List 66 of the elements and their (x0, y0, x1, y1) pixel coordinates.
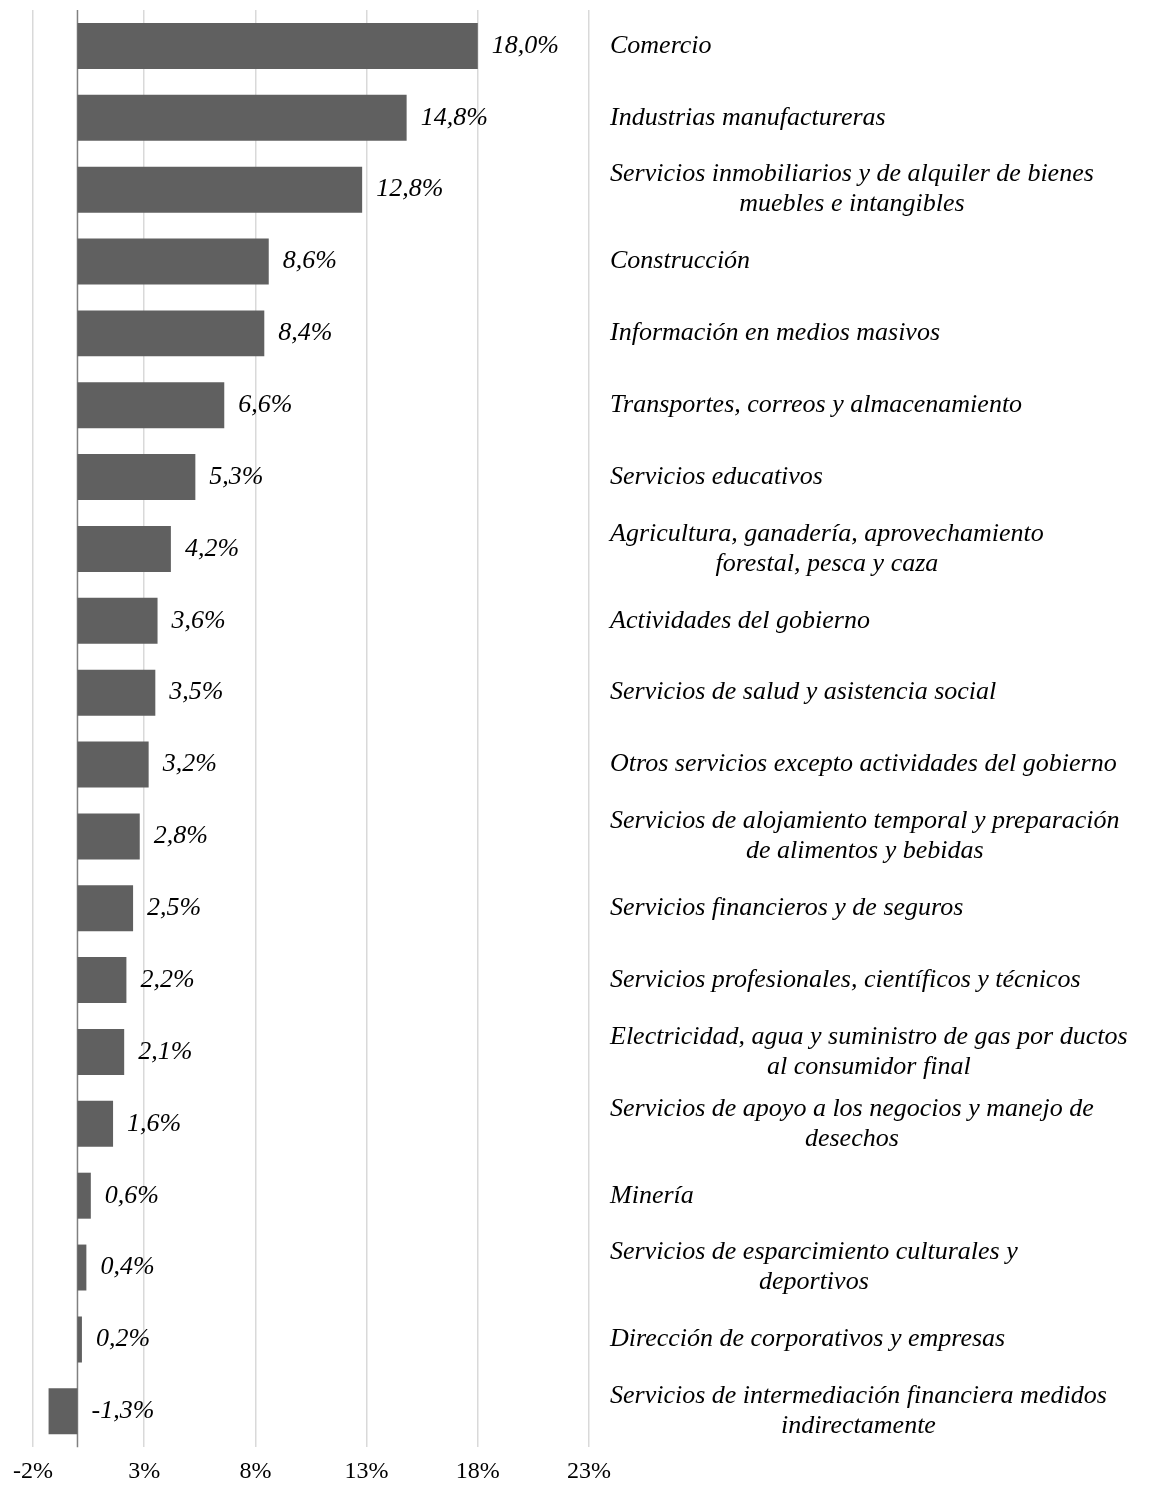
data-label: 2,2% (140, 963, 195, 993)
y-tick-label: Construcción (610, 245, 751, 275)
y-tick-label: Actividades del gobierno (608, 604, 870, 634)
y-tick-label: Agricultura, ganadería, aprovechamiento forestal, pesca y caza (608, 517, 1044, 577)
y-tick-label: Servicios de alojamiento temporal y preparación de alimentos y bebidas (609, 805, 1120, 865)
bar (77, 885, 134, 932)
y-tick-label: Servicios de salud y asistencia social (610, 676, 997, 706)
bar (77, 741, 149, 788)
bar (77, 1028, 125, 1075)
x-tick-label: 3% (128, 1456, 161, 1483)
data-label: 3,2% (161, 748, 217, 778)
data-label: 6,6% (238, 389, 293, 419)
data-label: 8,4% (278, 317, 333, 347)
bar (77, 1172, 91, 1219)
y-tick-label: Transportes, correos y almacenamiento (610, 389, 1023, 419)
bar (77, 957, 127, 1004)
data-label: 2,5% (147, 892, 202, 922)
data-label: 14,8% (420, 101, 488, 131)
bar (77, 1100, 114, 1147)
y-tick-label: Comercio (610, 29, 712, 59)
x-tick-label: 8% (239, 1456, 272, 1483)
data-label: 8,6% (282, 245, 337, 275)
data-label: 12,8% (376, 173, 444, 203)
data-label: 18,0% (491, 29, 559, 59)
y-tick-label: Minería (609, 1179, 694, 1209)
y-tick-label: Servicios profesionales, científicos y técnicos (610, 963, 1081, 993)
x-tick-label: 23% (567, 1456, 611, 1483)
y-tick-label: Servicios de intermediación financiera medidos indirectamente (610, 1380, 1107, 1440)
data-label: 0,4% (100, 1251, 155, 1281)
x-tick-label: 18% (455, 1456, 500, 1483)
bar (77, 1316, 82, 1363)
y-tick-label: Servicios financieros y de seguros (610, 892, 964, 922)
bar (77, 813, 140, 860)
data-label: 3,6% (170, 604, 226, 634)
bar (77, 166, 363, 213)
bar (77, 382, 225, 429)
bar (77, 454, 196, 501)
data-label: 4,2% (184, 532, 240, 562)
y-tick-label: Otros servicios excepto actividades del gobierno (610, 748, 1117, 778)
x-tick-label: -2% (13, 1456, 53, 1483)
bar (48, 1388, 78, 1435)
bar (77, 669, 156, 716)
data-label: 2,1% (138, 1035, 193, 1065)
y-tick-label: Información en medios masivos (609, 317, 941, 347)
data-label: 3,5% (168, 676, 224, 706)
y-tick-label: Servicios de apoyo a los negocios y manejo de desechos (609, 1092, 1094, 1152)
data-label: 0,6% (104, 1179, 159, 1209)
y-tick-label: Dirección de corporativos y empresas (608, 1323, 1006, 1353)
bar (77, 94, 407, 141)
bar (77, 22, 478, 69)
bar (77, 525, 171, 572)
bar (77, 310, 265, 357)
y-tick-label: Servicios educativos (609, 460, 823, 490)
y-tick-label: Servicios de esparcimiento culturales y deportivos (610, 1236, 1019, 1296)
y-tick-label: Electricidad, agua y suministro de gas por ductos al consumidor final (608, 1020, 1128, 1080)
bar (77, 238, 269, 285)
bar (77, 1244, 87, 1291)
data-label: 5,3% (209, 460, 264, 490)
y-tick-label: Servicios inmobiliarios y de alquiler de bienes muebles e intangibles (610, 158, 1094, 218)
bar (77, 597, 158, 644)
data-label: -1,3% (91, 1395, 155, 1425)
y-tick-label: Industrias manufactureras (609, 101, 886, 131)
x-tick-label: 13% (344, 1456, 389, 1483)
data-label: 1,6% (127, 1107, 182, 1137)
data-label: 0,2% (95, 1323, 151, 1353)
data-label: 2,8% (153, 820, 208, 850)
